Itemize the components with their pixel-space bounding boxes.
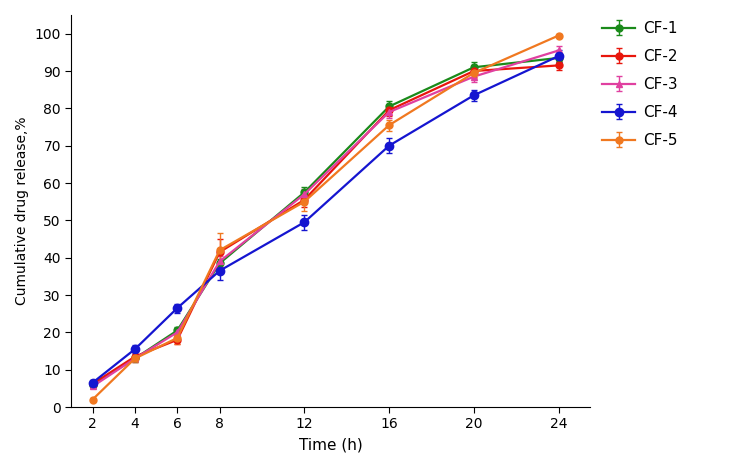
- Y-axis label: Cumulative drug release,%: Cumulative drug release,%: [15, 117, 29, 305]
- X-axis label: Time (h): Time (h): [299, 437, 363, 452]
- Legend: CF-1, CF-2, CF-3, CF-4, CF-5: CF-1, CF-2, CF-3, CF-4, CF-5: [596, 15, 683, 154]
